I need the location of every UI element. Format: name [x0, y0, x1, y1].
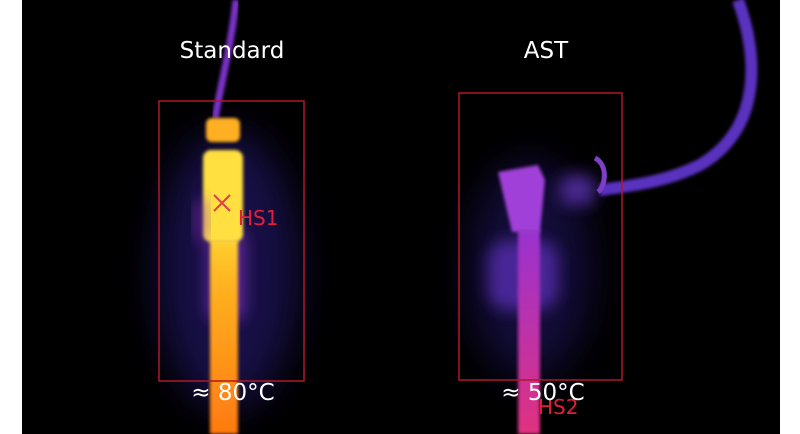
ast-object	[470, 0, 758, 434]
roi-box	[158, 100, 305, 382]
temperature-label: ≈ 80°C	[191, 380, 274, 406]
panel-title: Standard	[180, 38, 285, 64]
hotspot-marker	[213, 194, 231, 212]
hotspot-label: HS2	[538, 395, 578, 419]
hotspot-label: HS1	[238, 206, 278, 230]
temperature-label: ≈ 50°C	[501, 380, 584, 406]
roi-box	[458, 92, 623, 381]
panel-title: AST	[524, 38, 569, 64]
standard-object	[158, 0, 298, 434]
background	[22, 0, 780, 434]
